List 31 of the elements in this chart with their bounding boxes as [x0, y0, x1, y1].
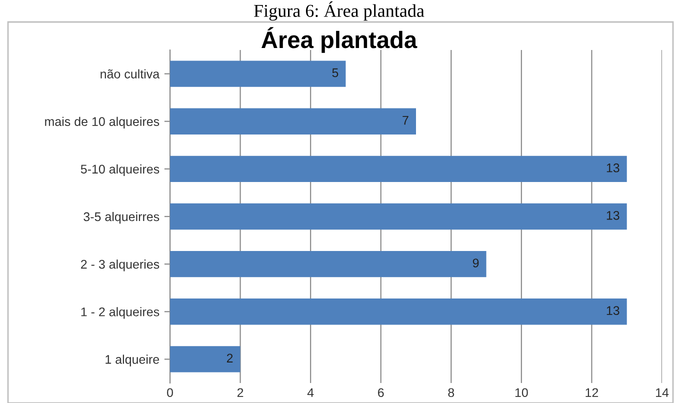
data-label: 13	[606, 211, 620, 220]
x-tick-label: 2	[237, 388, 244, 397]
bar	[170, 60, 346, 87]
y-tick-label: 2 - 3 alqueries	[81, 260, 160, 272]
y-tick-label: 1 - 2 alqueires	[81, 307, 160, 319]
data-label: 7	[402, 116, 408, 125]
x-tick-label: 12	[586, 388, 598, 397]
x-tick-label: 4	[307, 388, 314, 397]
x-tick-label: 8	[448, 388, 454, 398]
x-tick-label: 14	[656, 388, 669, 397]
data-label: 5	[332, 68, 338, 78]
bar	[170, 156, 627, 182]
y-tick-label: mais de 10 alqueires	[45, 116, 160, 128]
bar	[170, 250, 486, 278]
chart-title: Área plantada	[262, 27, 418, 53]
data-label: 2	[226, 354, 233, 362]
y-tick-label: 1 alqueire	[106, 354, 160, 366]
data-label: 9	[472, 258, 479, 268]
text: Figura 6: Área plantada	[254, 1, 424, 21]
x-tick-label: 0	[167, 388, 173, 398]
y-tick-label: 3-5 alqueirres	[84, 212, 160, 224]
data-label: 13	[606, 163, 620, 172]
bar	[170, 203, 627, 230]
x-tick-label: 6	[378, 388, 384, 398]
data-label: 13	[606, 306, 620, 315]
y-tick-label: não cultiva	[100, 69, 160, 78]
bar	[170, 108, 416, 134]
x-tick-label: 10	[515, 388, 528, 398]
bar	[170, 298, 627, 325]
y-tick-label: 5-10 alqueires	[80, 164, 160, 176]
bar	[170, 346, 240, 372]
